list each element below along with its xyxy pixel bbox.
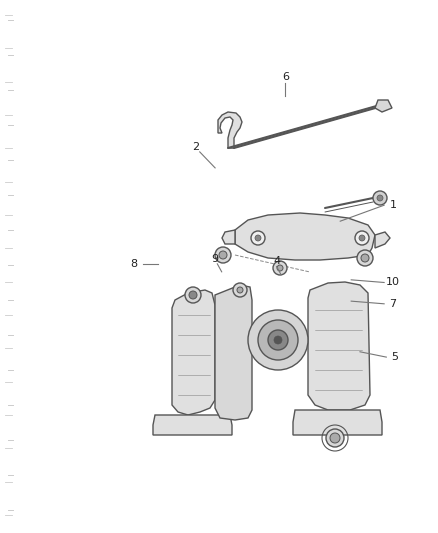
Polygon shape [374, 100, 391, 112]
Polygon shape [172, 290, 215, 415]
Circle shape [189, 291, 197, 299]
Circle shape [325, 429, 343, 447]
Circle shape [184, 287, 201, 303]
Polygon shape [153, 415, 231, 435]
Text: 6: 6 [281, 72, 288, 82]
Circle shape [251, 231, 265, 245]
Circle shape [273, 336, 281, 344]
Circle shape [360, 254, 368, 262]
Polygon shape [215, 285, 251, 420]
Circle shape [276, 265, 283, 271]
Polygon shape [222, 230, 234, 244]
Circle shape [237, 287, 243, 293]
Text: 9: 9 [211, 254, 218, 263]
Circle shape [376, 195, 382, 201]
Circle shape [329, 433, 339, 443]
Circle shape [215, 247, 230, 263]
Text: 1: 1 [389, 200, 396, 210]
Text: 4: 4 [272, 256, 279, 266]
Text: 7: 7 [389, 299, 396, 309]
Circle shape [247, 310, 307, 370]
Polygon shape [307, 282, 369, 410]
Polygon shape [218, 112, 241, 148]
Text: 10: 10 [385, 278, 399, 287]
Text: 2: 2 [191, 142, 198, 151]
Circle shape [354, 231, 368, 245]
Circle shape [372, 191, 386, 205]
Polygon shape [374, 232, 389, 248]
Circle shape [267, 330, 287, 350]
Circle shape [254, 235, 261, 241]
Circle shape [258, 320, 297, 360]
Polygon shape [234, 213, 374, 260]
Text: 8: 8 [130, 259, 137, 269]
Circle shape [358, 235, 364, 241]
Circle shape [356, 250, 372, 266]
Text: 5: 5 [391, 352, 398, 362]
Polygon shape [227, 105, 385, 148]
Circle shape [233, 283, 247, 297]
Circle shape [272, 261, 286, 275]
Circle shape [219, 251, 226, 259]
Polygon shape [292, 410, 381, 435]
